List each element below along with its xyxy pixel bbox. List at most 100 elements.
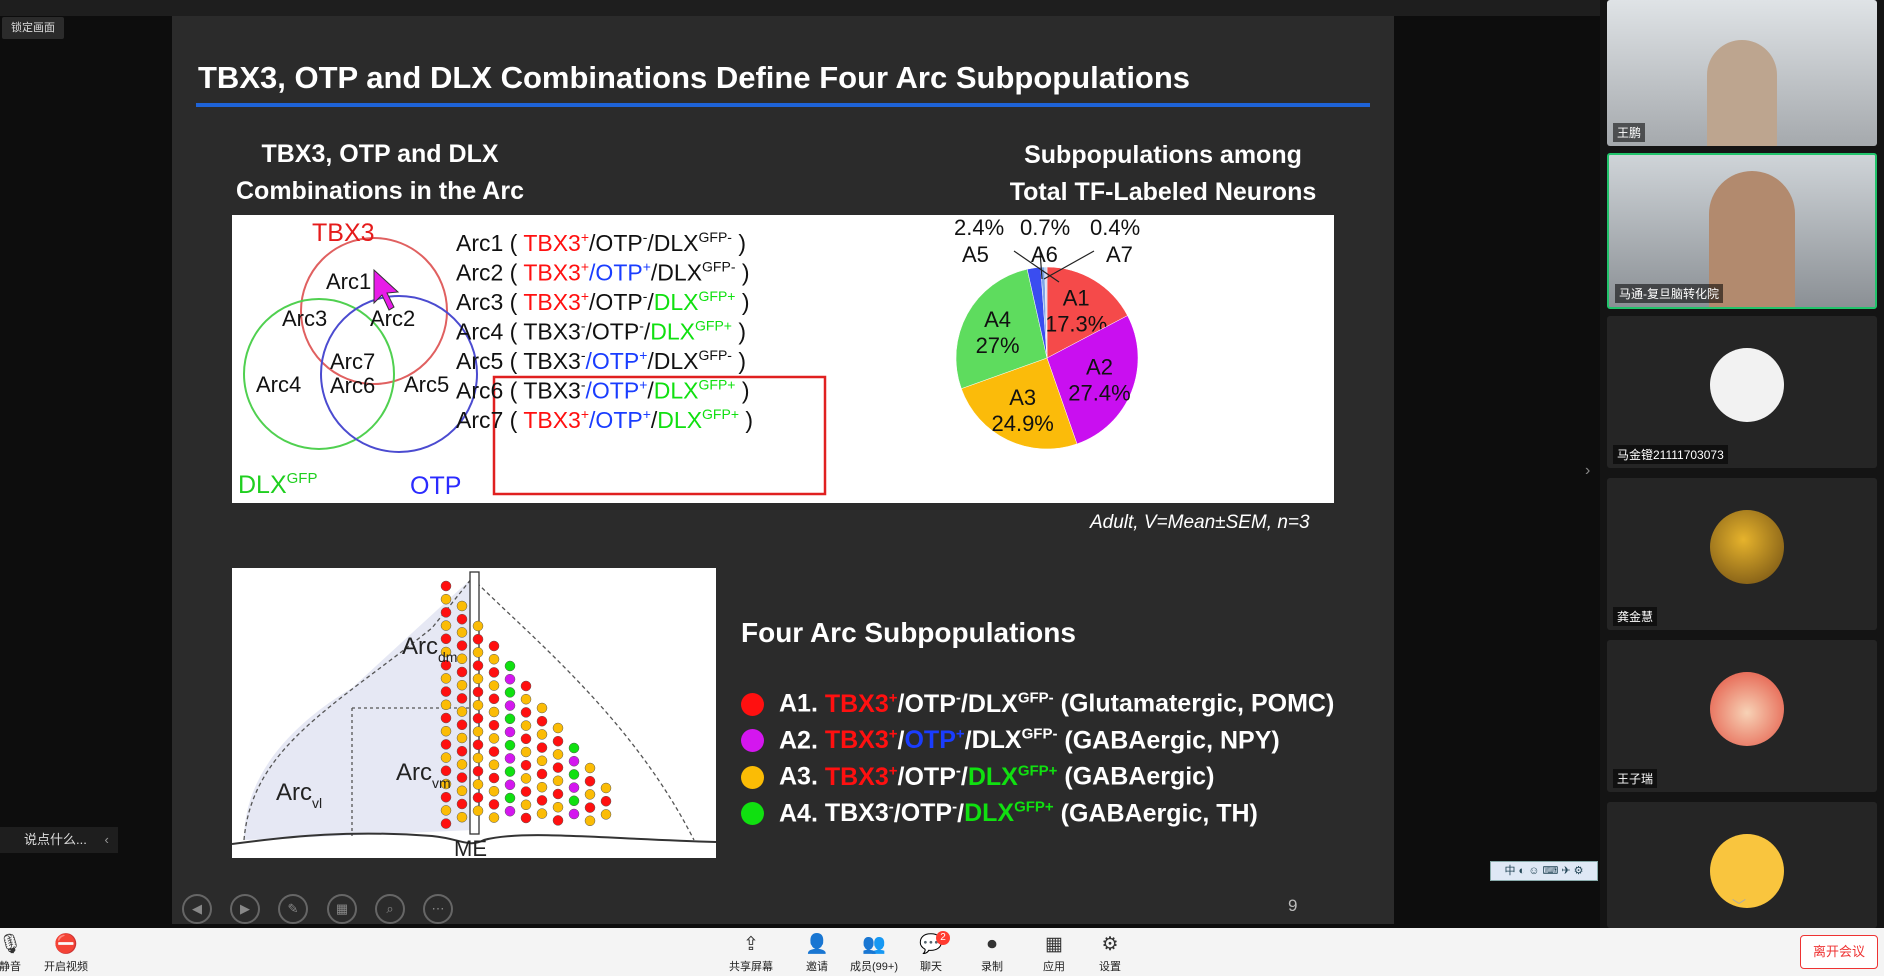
- settings-button[interactable]: ⚙ 设置: [1080, 934, 1140, 974]
- ime-toolbar[interactable]: 中 ◐ ☺ ⌨ ✈ ⚙: [1490, 861, 1598, 881]
- neuron-dot: [456, 679, 468, 691]
- neuron-dot: [600, 795, 612, 807]
- video-button[interactable]: ⛔ 开启视频: [36, 934, 96, 974]
- highlight-box: [492, 375, 827, 496]
- chat-badge: 2: [936, 931, 950, 945]
- prev-slide-icon[interactable]: ◀: [182, 894, 212, 924]
- neuron-dot: [488, 706, 500, 718]
- neuron-dot: [440, 593, 452, 605]
- neuron-dot: [472, 805, 484, 817]
- zoom-icon[interactable]: ⌕: [375, 894, 405, 924]
- participant-name: 马通-复旦脑转化院: [1615, 284, 1723, 303]
- chat-button[interactable]: 💬 聊天: [901, 934, 961, 974]
- venn-otp-label: OTP: [410, 472, 461, 500]
- neuron-dot: [536, 768, 548, 780]
- participant-tile-4[interactable]: 龚金慧: [1607, 478, 1877, 630]
- neuron-dot: [552, 775, 564, 787]
- pie-label-a7-pct: 0.4%: [1090, 215, 1140, 240]
- neuron-dot: [472, 620, 484, 632]
- record-button[interactable]: ⏺ 录制: [962, 934, 1022, 974]
- pie-slice-a4: [955, 268, 1048, 389]
- neuron-dot: [488, 759, 500, 771]
- expand-right-icon[interactable]: ›: [1585, 462, 1591, 479]
- neuron-dot: [456, 627, 468, 638]
- neuron-dot: [520, 746, 532, 758]
- neuron-dot: [488, 667, 500, 678]
- tbx3-circle: [300, 237, 448, 385]
- avatar: [1710, 510, 1784, 584]
- neuron-dot: [456, 732, 468, 744]
- neuron-dot: [536, 808, 548, 819]
- pie-label-a5-pct: 2.4%: [954, 215, 1004, 240]
- pen-icon[interactable]: ✎: [278, 894, 308, 924]
- neuron-dot: [520, 786, 532, 797]
- more-icon[interactable]: ⋯: [423, 894, 453, 924]
- pie-slice-a2: [1046, 315, 1139, 445]
- members-icon: 👥: [862, 934, 886, 955]
- pie-label-a2: A2: [1086, 355, 1113, 380]
- neuron-dot: [440, 580, 452, 592]
- avatar: [1710, 348, 1784, 422]
- pie-label-a6-pct: 0.7%: [1020, 215, 1070, 240]
- arc-dm-label: Arcdm: [402, 633, 457, 665]
- me-label: ME: [454, 836, 487, 858]
- apps-button[interactable]: ▦ 应用: [1024, 934, 1084, 974]
- participant-tile-1[interactable]: 王鹏: [1607, 0, 1877, 146]
- chat-input-pill[interactable]: 说点什么... ‹: [0, 827, 118, 853]
- neuron-dot: [584, 802, 596, 813]
- lock-screen-button[interactable]: 锁定画面: [2, 17, 64, 39]
- neuron-dot: [504, 700, 516, 711]
- neuron-dot: [440, 752, 452, 763]
- pie-heading: Subpopulations among Total TF-Labeled Ne…: [998, 137, 1328, 211]
- arc-combination-4: Arc4 ( TBX3-/OTP-/DLXGFP+ ): [456, 318, 746, 345]
- neuron-dot: [584, 815, 596, 827]
- neuron-dot: [568, 755, 580, 767]
- neuron-dot: [600, 809, 612, 820]
- neuron-dot: [472, 647, 484, 658]
- legend-title: Four Arc Subpopulations: [741, 617, 1076, 648]
- record-icon: ⏺: [987, 934, 997, 955]
- neuron-dot: [552, 815, 564, 826]
- participant-tile-2[interactable]: 马通-复旦脑转化院: [1607, 153, 1877, 309]
- neuron-dot: [472, 713, 484, 724]
- participant-tile-6[interactable]: [1607, 802, 1877, 928]
- share-screen-button[interactable]: ⇪ 共享屏幕: [721, 934, 781, 974]
- camera-off-icon: ⛔: [54, 934, 78, 955]
- collapse-icon[interactable]: ‹: [104, 832, 109, 847]
- title-underline: [196, 103, 1370, 107]
- members-button[interactable]: 👥 成员(99+): [844, 934, 904, 974]
- neuron-dot: [552, 722, 564, 734]
- neuron-dot: [552, 801, 564, 813]
- neuron-dot: [440, 659, 452, 671]
- neuron-dot: [440, 791, 452, 803]
- participant-tile-5[interactable]: 王子瑞: [1607, 640, 1877, 792]
- venn-region-arc4: Arc4: [256, 372, 301, 397]
- leave-meeting-button[interactable]: 离开会议: [1800, 935, 1878, 969]
- neuron-dot: [456, 772, 468, 783]
- next-slide-icon[interactable]: ▶: [230, 894, 260, 924]
- apps-icon: ▦: [1045, 934, 1063, 955]
- neuron-dot: [520, 693, 532, 705]
- pie-value-a4: 27%: [976, 333, 1020, 358]
- dlx-circle: [243, 298, 395, 450]
- participant-tile-3[interactable]: 马金镫21111703073: [1607, 316, 1877, 468]
- share-icon: ⇪: [743, 934, 759, 955]
- neuron-dot: [536, 742, 548, 753]
- venn-tbx3-label: TBX3: [312, 219, 375, 247]
- apps-label: 应用: [1043, 961, 1065, 973]
- neuron-dot: [472, 726, 484, 737]
- neuron-dot: [440, 725, 452, 737]
- neuron-dot: [600, 782, 612, 794]
- grid-icon[interactable]: ▦: [327, 894, 357, 924]
- scroll-down-icon[interactable]: ﹀: [1732, 898, 1746, 914]
- neuron-dot: [520, 707, 532, 718]
- neuron-dot: [488, 799, 500, 810]
- neuron-dot: [568, 795, 580, 807]
- mute-button[interactable]: 🎙 静音: [0, 934, 40, 974]
- neuron-dot: [536, 729, 548, 740]
- pie-label-a1: A1: [1063, 286, 1090, 311]
- legend-row-4: A4. TBX3-/OTP-/DLXGFP+ (GABAergic, TH): [741, 799, 1258, 829]
- invite-button[interactable]: 👤 邀请: [787, 934, 847, 974]
- neuron-dot: [440, 620, 452, 631]
